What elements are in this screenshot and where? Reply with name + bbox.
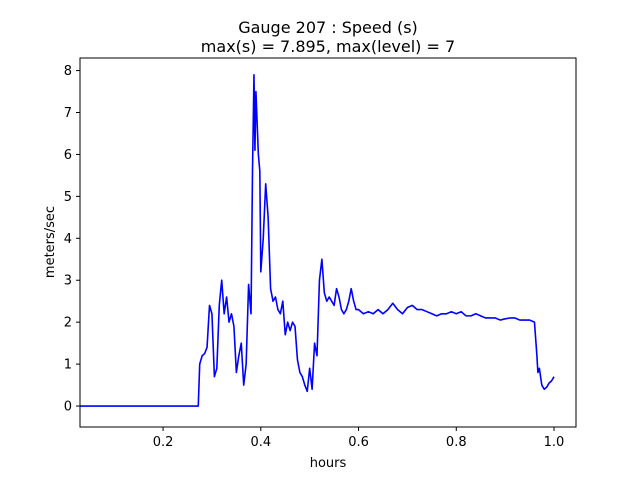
y-axis-label: meters/sec xyxy=(43,206,58,278)
chart-title-line2: max(s) = 7.895, max(level) = 7 xyxy=(201,37,455,56)
x-tick-label: 0.4 xyxy=(250,435,271,450)
y-tick-label: 3 xyxy=(64,274,72,289)
x-axis-ticks: 0.2 0.4 0.6 0.8 1.0 xyxy=(153,427,565,450)
y-tick-label: 4 xyxy=(64,232,72,247)
x-tick-label: 0.6 xyxy=(348,435,369,450)
x-axis-label: hours xyxy=(310,456,347,471)
x-tick-label: 0.2 xyxy=(153,435,174,450)
chart-title-line1: Gauge 207 : Speed (s) xyxy=(238,18,418,37)
x-tick-label: 1.0 xyxy=(544,435,565,450)
y-tick-label: 0 xyxy=(64,400,72,415)
speed-series-line xyxy=(80,73,555,407)
plot-area-frame xyxy=(79,57,577,428)
y-tick-label: 5 xyxy=(64,190,72,205)
y-tick-label: 7 xyxy=(64,106,72,121)
y-tick-label: 6 xyxy=(64,148,72,163)
plot-line-group xyxy=(80,73,555,407)
x-tick-label: 0.8 xyxy=(446,435,467,450)
y-tick-label: 2 xyxy=(64,316,72,331)
y-axis-ticks: 0 1 2 3 4 5 6 7 8 xyxy=(64,64,80,415)
y-tick-label: 8 xyxy=(64,64,72,79)
y-tick-label: 1 xyxy=(64,358,72,373)
